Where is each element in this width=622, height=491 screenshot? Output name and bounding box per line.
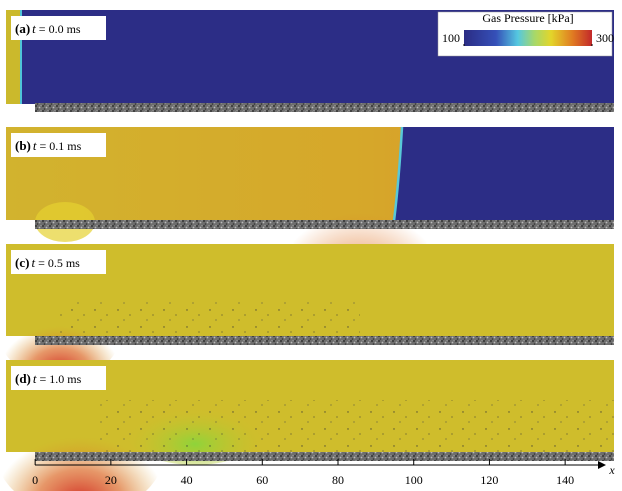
time-value: = 0.1 ms	[40, 139, 82, 153]
x-tick-label: 20	[105, 473, 117, 487]
time-value: = 0.0 ms	[39, 22, 81, 36]
label-box	[11, 133, 106, 157]
colorbar-tick-label: 100	[442, 31, 460, 45]
x-tick-label: 80	[332, 473, 344, 487]
x-tick-label: 40	[181, 473, 193, 487]
label-box	[11, 366, 106, 390]
label-box	[11, 250, 106, 274]
panel-time: (d) t = 1.0 ms	[15, 371, 82, 386]
panel-letter: (d)	[15, 371, 31, 386]
time-value: = 0.5 ms	[38, 256, 80, 270]
panel-letter: (b)	[15, 138, 31, 153]
time-symbol: t	[33, 138, 37, 153]
panel-label: (c) t = 0.5 ms	[11, 250, 106, 274]
colorbar-title: Gas Pressure [kPa]	[482, 11, 573, 25]
x-axis-label: x	[608, 463, 615, 477]
panel-label: (d) t = 1.0 ms	[11, 366, 106, 390]
colorbar: Gas Pressure [kPa]	[437, 11, 613, 57]
panel-letter: (c)	[15, 255, 29, 270]
panel-c	[0, 244, 614, 380]
time-symbol: t	[31, 255, 35, 270]
label-box	[11, 16, 106, 40]
colorbar-scale	[464, 30, 592, 46]
x-tick-label: 120	[480, 473, 498, 487]
panel-time: (b) t = 0.1 ms	[15, 138, 82, 153]
x-tick-label: 100	[405, 473, 423, 487]
colorbar-tick-label: 300	[596, 31, 614, 45]
time-value: = 1.0 ms	[40, 372, 82, 386]
x-tick-label: 140	[556, 473, 574, 487]
time-symbol: t	[33, 371, 37, 386]
panel-time: (c) t = 0.5 ms	[15, 255, 80, 270]
panel-label: (a) t = 0.0 ms	[11, 16, 106, 40]
x-axis: x	[35, 461, 615, 477]
panel-letter: (a)	[15, 21, 30, 36]
x-tick-label: 60	[256, 473, 268, 487]
x-tick-label: 0	[32, 473, 38, 487]
panel-label: (b) t = 0.1 ms	[11, 133, 106, 157]
time-symbol: t	[32, 21, 36, 36]
panel-time: (a) t = 0.0 ms	[15, 21, 81, 36]
